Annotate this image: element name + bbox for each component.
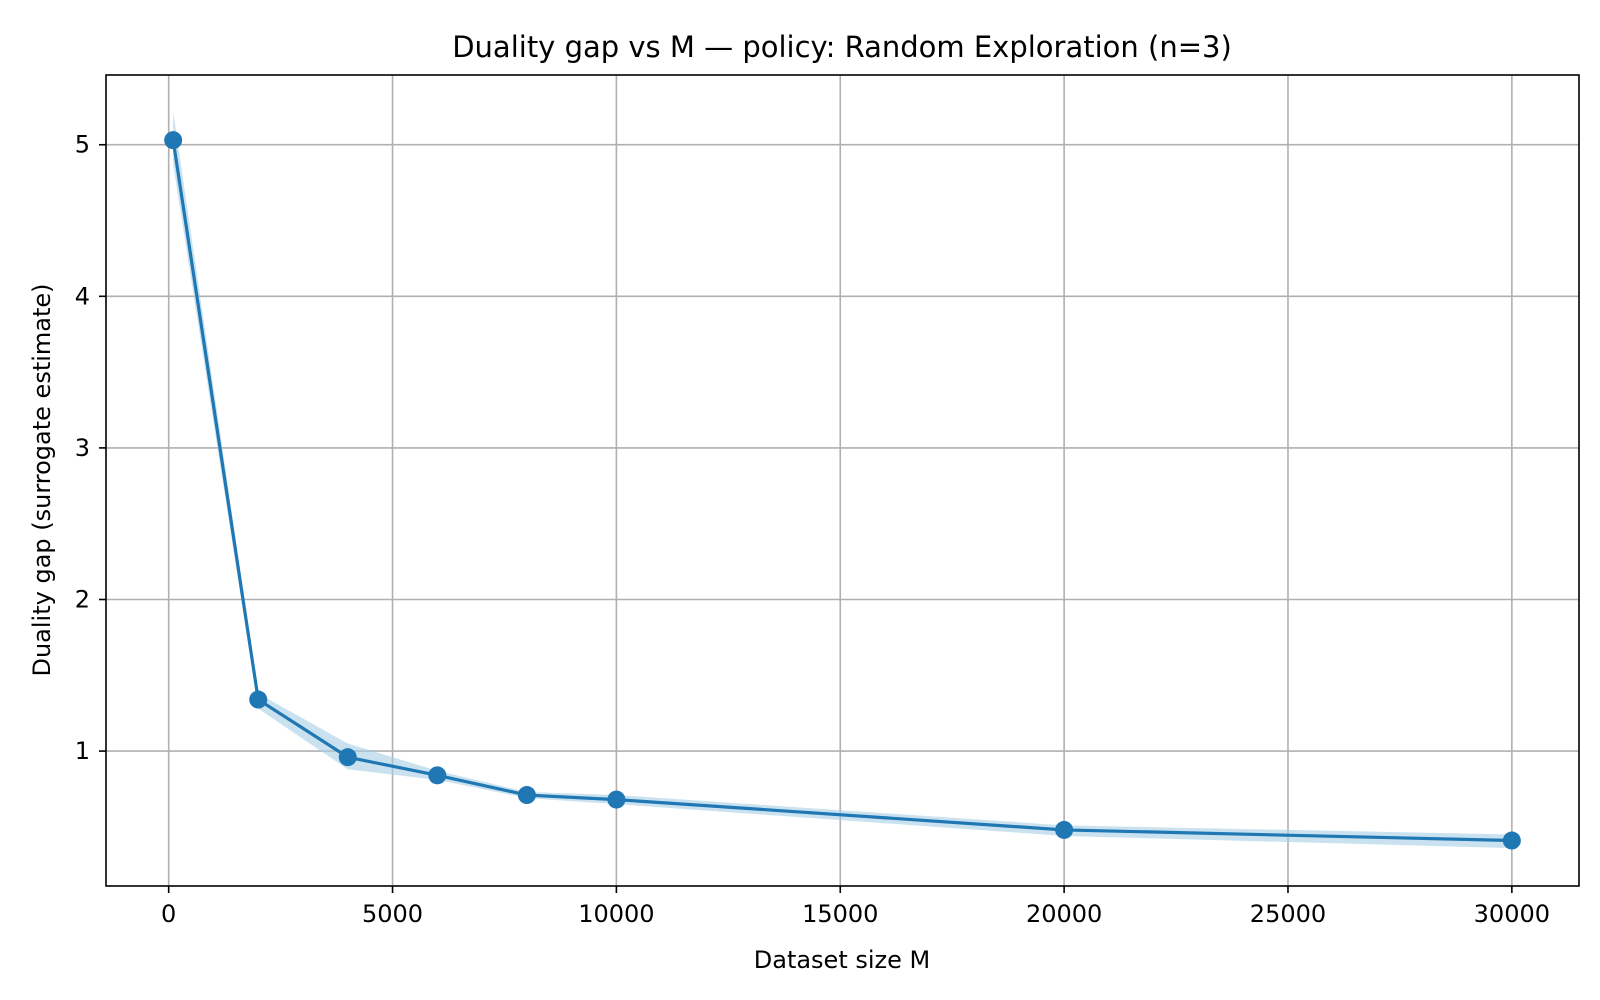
data-point — [607, 790, 626, 809]
y-tick-label: 4 — [75, 282, 90, 310]
data-point — [428, 766, 447, 785]
data-point — [1055, 820, 1074, 839]
x-axis-label: Dataset size M — [754, 946, 930, 974]
x-tick-label: 20000 — [1026, 900, 1102, 928]
data-point — [338, 748, 357, 767]
x-tick-label: 5000 — [362, 900, 423, 928]
x-tick-label: 30000 — [1474, 900, 1550, 928]
x-axis-ticks: 0 5000 10000 15000 20000 25000 30000 — [161, 886, 1550, 928]
plot-frame — [105, 74, 1580, 887]
data-point — [164, 131, 183, 150]
y-axis-label: Duality gap (surrogate estimate) — [28, 283, 56, 676]
y-tick-label: 1 — [75, 737, 90, 765]
y-tick-label: 2 — [75, 585, 90, 613]
x-tick-label: 10000 — [578, 900, 654, 928]
x-tick-label: 25000 — [1250, 900, 1326, 928]
x-tick-label: 0 — [161, 900, 176, 928]
series-line — [171, 139, 1512, 843]
marker-layer — [164, 131, 1521, 850]
series-line-layer — [171, 139, 1512, 843]
x-tick-label: 15000 — [802, 900, 878, 928]
chart-title: Duality gap vs M — policy: Random Explor… — [452, 30, 1232, 64]
data-point — [1502, 831, 1521, 850]
y-tick-label: 5 — [75, 131, 90, 159]
y-axis-ticks: 1 2 3 4 5 — [75, 131, 106, 765]
y-tick-label: 3 — [75, 434, 90, 462]
data-point — [517, 786, 536, 805]
grid — [106, 75, 1579, 886]
data-point — [249, 690, 268, 709]
